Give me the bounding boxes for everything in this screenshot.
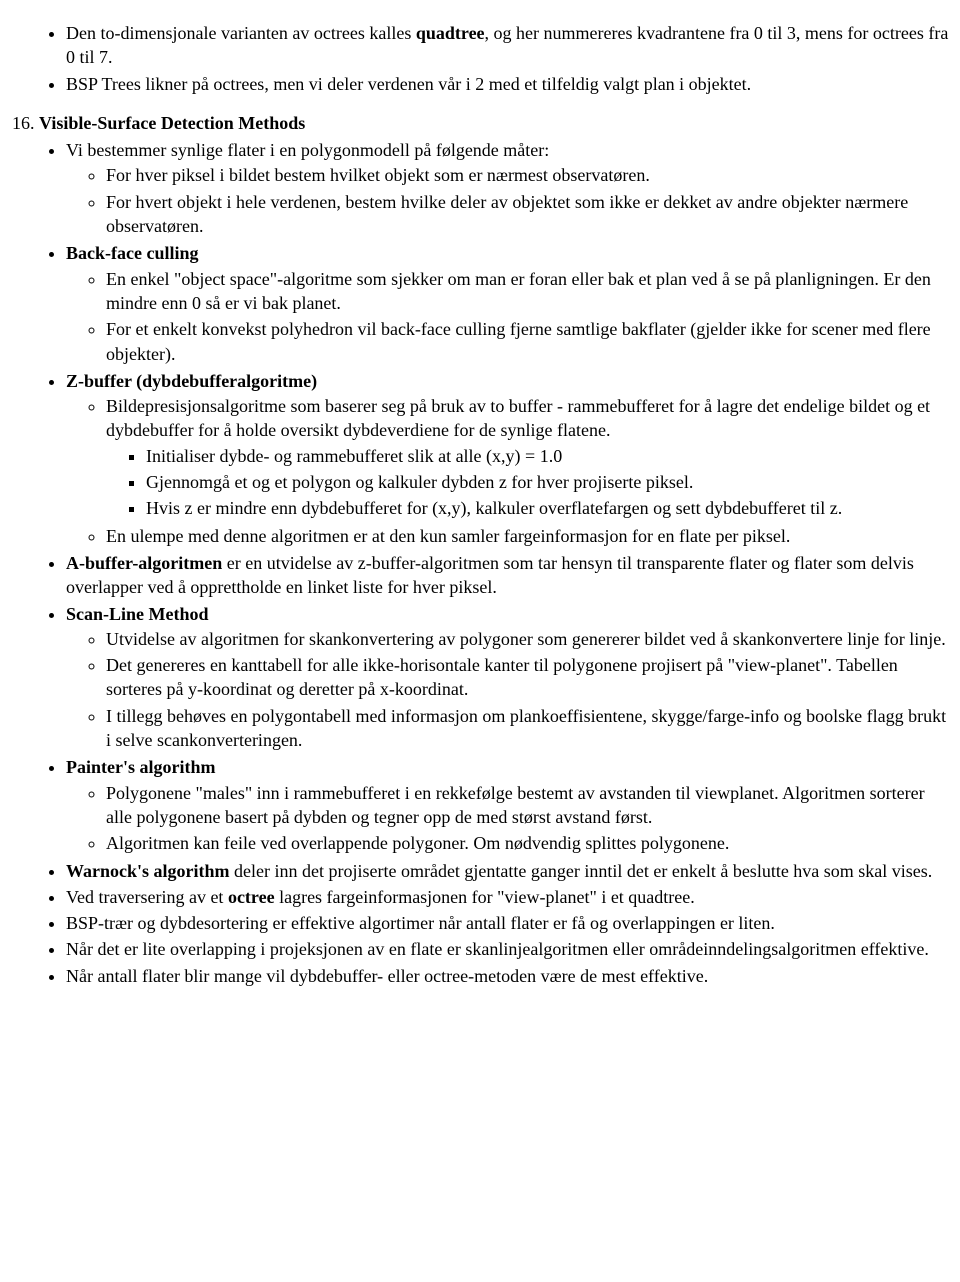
body-text: Den to-dimensjonale varianten av octrees…: [66, 23, 416, 43]
list-item: Når det er lite overlapping i projeksjon…: [66, 936, 950, 962]
body-text: Når antall flater blir mange vil dybdebu…: [66, 966, 708, 986]
list-item: I tillegg behøves en polygontabell med i…: [106, 703, 950, 754]
body-text: Det genereres en kanttabell for alle ikk…: [106, 655, 898, 699]
bold-term: Back-face culling: [66, 243, 199, 263]
list-item: Polygonene "males" inn i rammebufferet i…: [106, 780, 950, 831]
body-text: For hver piksel i bildet bestem hvilket …: [106, 165, 650, 185]
subsub-list: Initialiser dybde- og rammebufferet slik…: [106, 443, 950, 522]
body-text: For hvert objekt i hele verdenen, bestem…: [106, 192, 908, 236]
body-text: BSP Trees likner på octrees, men vi dele…: [66, 74, 751, 94]
bold-term: octree: [228, 887, 275, 907]
list-item: Initialiser dybde- og rammebufferet slik…: [146, 443, 950, 469]
body-text: Gjennomgå et og et polygon og kalkuler d…: [146, 472, 693, 492]
body-text: Utvidelse av algoritmen for skankonverte…: [106, 629, 946, 649]
list-item: Ved traversering av et octree lagres far…: [66, 884, 950, 910]
sub-list: Polygonene "males" inn i rammebufferet i…: [66, 780, 950, 857]
section-list: Vi bestemmer synlige flater i en polygon…: [10, 137, 950, 989]
section-heading: 16. Visible-Surface Detection Methods: [12, 111, 950, 135]
list-item: Painter's algorithm Polygonene "males" i…: [66, 754, 950, 857]
bold-term: Warnock's algorithm: [66, 861, 230, 881]
body-text: lagres fargeinformasjonen for "view-plan…: [275, 887, 695, 907]
list-item: Scan-Line Method Utvidelse av algoritmen…: [66, 601, 950, 755]
list-item: Vi bestemmer synlige flater i en polygon…: [66, 137, 950, 240]
body-text: Bildepresisjonsalgoritme som baserer seg…: [106, 396, 930, 440]
list-item: Algoritmen kan feile ved overlappende po…: [106, 830, 950, 856]
list-item: Back-face culling En enkel "object space…: [66, 240, 950, 367]
bold-term: Z-buffer (dybdebufferalgoritme): [66, 371, 317, 391]
list-item: Z-buffer (dybdebufferalgoritme) Bildepre…: [66, 368, 950, 550]
section-title: Visible-Surface Detection Methods: [39, 113, 305, 133]
section-number: 16.: [12, 113, 35, 133]
list-item: Hvis z er mindre enn dybdebufferet for (…: [146, 495, 950, 521]
body-text: Algoritmen kan feile ved overlappende po…: [106, 833, 729, 853]
list-item: Bildepresisjonsalgoritme som baserer seg…: [106, 393, 950, 522]
bold-term: quadtree: [416, 23, 485, 43]
list-item: BSP-trær og dybdesortering er effektive …: [66, 910, 950, 936]
body-text: En ulempe med denne algoritmen er at den…: [106, 526, 790, 546]
body-text: Når det er lite overlapping i projeksjon…: [66, 939, 929, 959]
list-item: Den to-dimensjonale varianten av octrees…: [66, 20, 950, 71]
list-item: Utvidelse av algoritmen for skankonverte…: [106, 626, 950, 652]
body-text: I tillegg behøves en polygontabell med i…: [106, 706, 946, 750]
list-item: Når antall flater blir mange vil dybdebu…: [66, 963, 950, 989]
body-text: For et enkelt konvekst polyhedron vil ba…: [106, 319, 931, 363]
body-text: Initialiser dybde- og rammebufferet slik…: [146, 446, 562, 466]
list-item: A-buffer-algoritmen er en utvidelse av z…: [66, 550, 950, 601]
list-item: For hvert objekt i hele verdenen, bestem…: [106, 189, 950, 240]
list-item: For hver piksel i bildet bestem hvilket …: [106, 162, 950, 188]
sub-list: For hver piksel i bildet bestem hvilket …: [66, 162, 950, 239]
sub-list: Bildepresisjonsalgoritme som baserer seg…: [66, 393, 950, 549]
bold-term: A-buffer-algoritmen: [66, 553, 222, 573]
body-text: BSP-trær og dybdesortering er effektive …: [66, 913, 775, 933]
sub-list: Utvidelse av algoritmen for skankonverte…: [66, 626, 950, 753]
body-text: En enkel "object space"-algoritme som sj…: [106, 269, 931, 313]
list-item: For et enkelt konvekst polyhedron vil ba…: [106, 316, 950, 367]
body-text: Polygonene "males" inn i rammebufferet i…: [106, 783, 925, 827]
body-text: Ved traversering av et: [66, 887, 228, 907]
list-item: Warnock's algorithm deler inn det projis…: [66, 858, 950, 884]
list-item: Gjennomgå et og et polygon og kalkuler d…: [146, 469, 950, 495]
body-text: deler inn det projiserte området gjentat…: [230, 861, 933, 881]
bold-term: Painter's algorithm: [66, 757, 215, 777]
body-text: Hvis z er mindre enn dybdebufferet for (…: [146, 498, 842, 518]
list-item: En enkel "object space"-algoritme som sj…: [106, 266, 950, 317]
list-item: En ulempe med denne algoritmen er at den…: [106, 523, 950, 549]
intro-list: Den to-dimensjonale varianten av octrees…: [10, 20, 950, 97]
sub-list: En enkel "object space"-algoritme som sj…: [66, 266, 950, 367]
list-item: BSP Trees likner på octrees, men vi dele…: [66, 71, 950, 97]
bold-term: Scan-Line Method: [66, 604, 209, 624]
body-text: Vi bestemmer synlige flater i en polygon…: [66, 140, 549, 160]
list-item: Det genereres en kanttabell for alle ikk…: [106, 652, 950, 703]
